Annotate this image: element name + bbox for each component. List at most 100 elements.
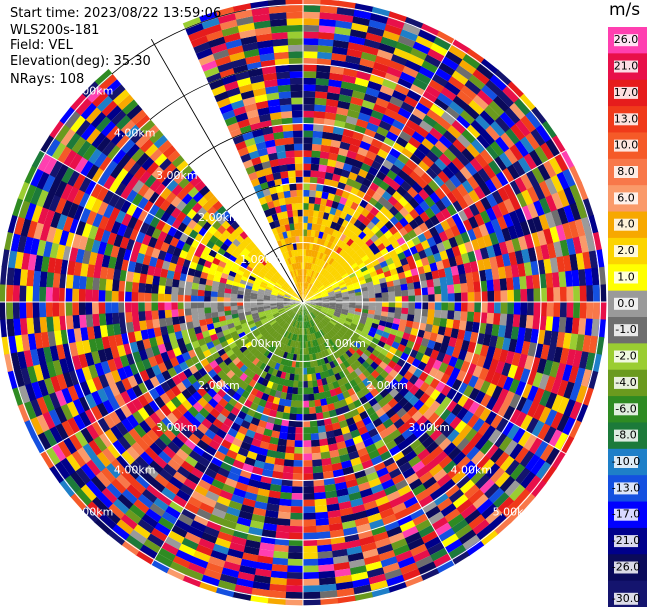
velocity-gate xyxy=(405,159,418,171)
velocity-gate xyxy=(217,306,225,312)
velocity-gate xyxy=(328,522,344,532)
velocity-gate xyxy=(52,315,61,332)
velocity-gate xyxy=(269,320,277,326)
velocity-gate xyxy=(549,331,559,348)
velocity-gate xyxy=(138,242,149,255)
velocity-gate xyxy=(314,280,320,287)
velocity-gate xyxy=(114,333,124,347)
velocity-gate xyxy=(264,509,279,519)
velocity-gate xyxy=(312,353,317,361)
velocity-gate xyxy=(197,478,212,491)
velocity-gate xyxy=(225,378,236,388)
velocity-gate xyxy=(142,338,152,350)
velocity-gate xyxy=(173,172,186,185)
velocity-gate xyxy=(306,314,309,322)
velocity-gate xyxy=(283,302,290,305)
velocity-gate xyxy=(393,392,404,403)
velocity-gate xyxy=(328,321,335,328)
velocity-gate xyxy=(551,316,560,333)
velocity-gate xyxy=(368,519,385,530)
velocity-gate xyxy=(172,346,182,357)
velocity-gate xyxy=(227,45,245,56)
velocity-gate xyxy=(151,301,159,311)
velocity-gate xyxy=(313,289,319,295)
velocity-gate xyxy=(259,52,276,62)
velocity-gate xyxy=(279,343,285,351)
velocity-gate xyxy=(33,316,41,334)
velocity-gate xyxy=(266,215,274,224)
velocity-gate xyxy=(101,100,118,117)
velocity-gate xyxy=(98,512,117,530)
velocity-gate xyxy=(281,177,290,186)
velocity-gate xyxy=(256,190,265,199)
velocity-gate xyxy=(378,320,387,327)
velocity-gate xyxy=(57,145,72,164)
velocity-gate xyxy=(433,36,453,51)
velocity-gate xyxy=(475,114,491,131)
velocity-gate xyxy=(261,202,270,212)
velocity-gate xyxy=(414,489,430,503)
velocity-gate xyxy=(357,112,372,123)
velocity-gate xyxy=(370,109,385,121)
velocity-gate xyxy=(423,330,432,341)
velocity-gate xyxy=(124,301,132,313)
velocity-gate xyxy=(467,175,480,191)
velocity-gate xyxy=(345,266,353,274)
velocity-gate xyxy=(268,374,276,383)
velocity-gate xyxy=(302,598,321,606)
velocity-gate xyxy=(104,371,116,386)
velocity-gate xyxy=(45,301,53,317)
velocity-gate xyxy=(426,316,434,326)
velocity-gate xyxy=(553,302,561,318)
velocity-gate xyxy=(355,174,366,185)
velocity-gate xyxy=(111,290,119,302)
velocity-gate xyxy=(575,385,588,405)
velocity-gate xyxy=(302,348,307,355)
velocity-gate xyxy=(290,190,298,198)
velocity-gate xyxy=(274,324,281,331)
velocity-gate xyxy=(75,220,87,236)
velocity-gate xyxy=(19,268,28,286)
velocity-gate xyxy=(408,478,423,491)
velocity-gate xyxy=(133,523,151,539)
velocity-gate xyxy=(263,295,271,299)
velocity-gate xyxy=(252,373,261,382)
velocity-gate xyxy=(237,243,246,252)
velocity-gate xyxy=(388,467,402,480)
velocity-gate xyxy=(297,381,303,388)
velocity-gate xyxy=(191,282,200,290)
velocity-gate xyxy=(497,496,515,514)
velocity-gate xyxy=(359,58,376,69)
velocity-gate xyxy=(151,247,161,259)
velocity-gate xyxy=(119,403,133,418)
velocity-gate xyxy=(429,547,449,562)
velocity-gate xyxy=(404,531,422,545)
velocity-gate xyxy=(190,467,204,480)
velocity-gate xyxy=(172,471,187,484)
velocity-gate xyxy=(451,120,467,135)
velocity-gate xyxy=(305,249,310,257)
velocity-gate xyxy=(86,500,104,518)
velocity-gate xyxy=(285,439,295,447)
velocity-gate xyxy=(276,349,283,357)
velocity-gate xyxy=(387,398,399,409)
velocity-gate xyxy=(268,186,278,195)
velocity-gate xyxy=(207,205,218,216)
velocity-gate xyxy=(237,475,250,486)
velocity-gate xyxy=(126,175,140,190)
velocity-gate xyxy=(232,238,241,247)
velocity-gate xyxy=(307,306,314,312)
velocity-gate xyxy=(322,294,329,298)
velocity-gate xyxy=(287,289,293,295)
velocity-gate xyxy=(411,182,424,194)
velocity-gate xyxy=(36,347,47,365)
velocity-gate xyxy=(17,181,31,201)
velocity-gate xyxy=(348,491,362,502)
velocity-gate xyxy=(279,97,292,106)
velocity-gate xyxy=(132,179,145,194)
velocity-gate xyxy=(508,378,520,394)
velocity-gate xyxy=(302,499,315,507)
velocity-gate xyxy=(160,351,170,363)
velocity-gate xyxy=(271,339,278,347)
velocity-gate xyxy=(271,309,279,314)
